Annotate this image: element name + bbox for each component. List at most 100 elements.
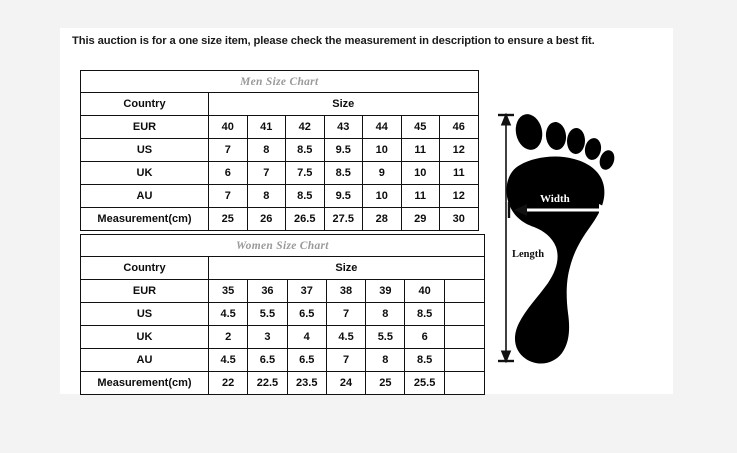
- women-row-label: US: [80, 302, 209, 326]
- table-row: Measurement(cm) 22 22.5 23.5 24 25 25.5: [80, 371, 485, 395]
- women-cell: 4: [286, 325, 327, 349]
- women-cell: 25: [365, 371, 406, 395]
- women-cell-empty: [443, 279, 485, 303]
- men-cell: 7: [246, 161, 286, 185]
- men-chart-title-row: Men Size Chart: [80, 70, 479, 93]
- women-country-header: Country: [80, 256, 209, 280]
- men-cell: 26: [246, 207, 286, 231]
- women-cell: 6.5: [247, 348, 288, 372]
- men-row-label: EUR: [80, 115, 209, 139]
- women-cell: 37: [286, 279, 327, 303]
- women-cell: 5.5: [247, 302, 288, 326]
- women-chart-header-row: Country Size: [80, 256, 485, 280]
- women-row-label: EUR: [80, 279, 209, 303]
- men-cell: 42: [285, 115, 325, 139]
- men-cell: 28: [362, 207, 402, 231]
- women-cell: 4.5: [207, 348, 249, 372]
- women-chart-title-row: Women Size Chart: [80, 234, 485, 257]
- men-row-label: AU: [80, 184, 209, 208]
- men-cell: 45: [400, 115, 440, 139]
- men-cell: 40: [208, 115, 248, 139]
- women-cell: 39: [365, 279, 406, 303]
- width-label: Width: [540, 193, 570, 205]
- foot-measurement-diagram: Length Width: [498, 112, 615, 364]
- table-row: US 4.5 5.5 6.5 7 8 8.5: [80, 302, 485, 326]
- men-cell: 26.5: [285, 207, 325, 231]
- women-cell: 6: [404, 325, 445, 349]
- men-cell: 8.5: [285, 138, 325, 162]
- men-row-label: US: [80, 138, 209, 162]
- men-country-header: Country: [80, 92, 209, 116]
- table-row: US 7 8 8.5 9.5 10 11 12: [80, 138, 479, 162]
- men-size-chart-table: Men Size Chart Country Size EUR 40 41 42…: [80, 70, 479, 231]
- men-cell: 43: [323, 115, 363, 139]
- men-cell: 41: [246, 115, 286, 139]
- men-cell: 9: [362, 161, 402, 185]
- men-cell: 46: [439, 115, 479, 139]
- women-cell-empty: [443, 325, 485, 349]
- men-cell: 9.5: [323, 138, 363, 162]
- men-cell: 8: [246, 138, 286, 162]
- men-cell: 27.5: [323, 207, 363, 231]
- women-cell: 24: [325, 371, 367, 395]
- women-cell: 25.5: [404, 371, 445, 395]
- women-cell: 38: [325, 279, 367, 303]
- women-cell: 8: [365, 348, 406, 372]
- men-cell: 7: [208, 184, 248, 208]
- men-row-label: UK: [80, 161, 209, 185]
- men-cell: 7: [208, 138, 248, 162]
- table-row: EUR 40 41 42 43 44 45 46: [80, 115, 479, 139]
- table-row: UK 6 7 7.5 8.5 9 10 11: [80, 161, 479, 185]
- women-cell-empty: [443, 371, 485, 395]
- women-cell: 7: [325, 348, 367, 372]
- men-cell: 6: [208, 161, 248, 185]
- women-size-header: Size: [208, 256, 485, 280]
- women-row-label: Measurement(cm): [80, 371, 209, 395]
- table-row: EUR 35 36 37 38 39 40: [80, 279, 485, 303]
- men-cell: 10: [362, 184, 402, 208]
- women-row-label: UK: [80, 325, 209, 349]
- men-chart-title: Men Size Chart: [80, 70, 479, 93]
- women-chart-title: Women Size Chart: [80, 234, 485, 257]
- table-row: Measurement(cm) 25 26 26.5 27.5 28 29 30: [80, 207, 479, 231]
- length-label: Length: [512, 249, 544, 260]
- men-cell: 30: [439, 207, 479, 231]
- men-cell: 8.5: [285, 184, 325, 208]
- women-cell: 36: [247, 279, 288, 303]
- men-cell: 12: [439, 184, 479, 208]
- women-cell: 40: [404, 279, 445, 303]
- men-cell: 7.5: [285, 161, 325, 185]
- men-cell: 10: [400, 161, 440, 185]
- women-cell: 4.5: [325, 325, 367, 349]
- women-cell-empty: [443, 302, 485, 326]
- table-row: AU 4.5 6.5 6.5 7 8 8.5: [80, 348, 485, 372]
- women-cell: 5.5: [365, 325, 406, 349]
- women-cell: 22.5: [247, 371, 288, 395]
- women-size-chart-table: Women Size Chart Country Size EUR 35 36 …: [80, 234, 485, 395]
- men-cell: 44: [362, 115, 402, 139]
- width-arrow-icon: [507, 202, 612, 218]
- men-cell: 11: [400, 184, 440, 208]
- men-cell: 8.5: [323, 161, 363, 185]
- table-row: UK 2 3 4 4.5 5.5 6: [80, 325, 485, 349]
- women-cell: 8: [365, 302, 406, 326]
- men-cell: 25: [208, 207, 248, 231]
- men-cell: 10: [362, 138, 402, 162]
- men-cell: 11: [400, 138, 440, 162]
- men-cell: 29: [400, 207, 440, 231]
- men-cell: 11: [439, 161, 479, 185]
- women-cell: 3: [247, 325, 288, 349]
- women-cell: 6.5: [286, 348, 327, 372]
- women-row-label: AU: [80, 348, 209, 372]
- intro-text: This auction is for a one size item, ple…: [72, 35, 595, 47]
- women-cell: 7: [325, 302, 367, 326]
- women-cell: 22: [207, 371, 249, 395]
- men-row-label: Measurement(cm): [80, 207, 209, 231]
- men-cell: 12: [439, 138, 479, 162]
- women-cell: 35: [207, 279, 249, 303]
- men-size-header: Size: [208, 92, 479, 116]
- table-row: AU 7 8 8.5 9.5 10 11 12: [80, 184, 479, 208]
- women-cell: 2: [207, 325, 249, 349]
- women-cell: 4.5: [207, 302, 249, 326]
